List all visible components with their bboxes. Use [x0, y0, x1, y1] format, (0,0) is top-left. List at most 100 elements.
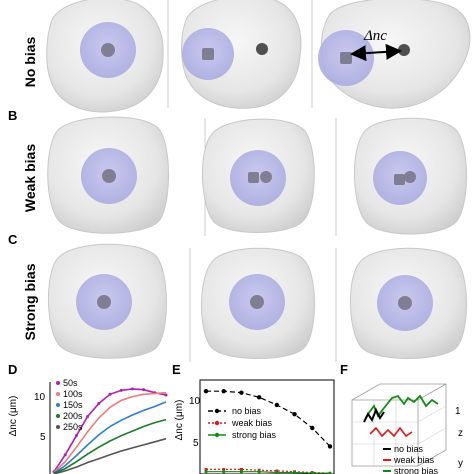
data-point: [257, 468, 261, 472]
data-point: [310, 471, 314, 474]
data-point: [203, 389, 209, 394]
legend-label: 150s: [63, 400, 83, 410]
ytick-d-5: 5: [40, 432, 46, 443]
legend-e: no bias weak bias strong bias: [208, 406, 277, 440]
legend-marker: [214, 408, 220, 414]
panel-letter-c: C: [8, 232, 18, 247]
plot-frame-e: [199, 379, 335, 474]
legend-marker: [214, 432, 220, 438]
legend-label: 200s: [63, 411, 83, 421]
row-label-strong-bias: Strong bias: [22, 263, 38, 340]
data-point: [293, 471, 296, 474]
series-line-strong-bias: [206, 471, 330, 474]
data-point: [275, 469, 279, 473]
legend-label: 50s: [63, 378, 78, 388]
data-point: [142, 388, 146, 392]
row-no-bias: No bias Δnc: [22, 0, 471, 113]
data-point: [327, 444, 333, 449]
ylabel-e: Δnc (μm): [174, 400, 185, 441]
data-point: [97, 401, 101, 405]
ylabel-d: Δnc (μm): [8, 396, 19, 437]
data-point: [74, 434, 78, 438]
series-line-150s: [53, 401, 167, 474]
delta-nc-arrow: [350, 43, 402, 62]
data-point: [257, 470, 261, 474]
legend-label: 250s: [63, 422, 83, 432]
row-label-no-bias: No bias: [22, 37, 38, 88]
legend-marker: [56, 392, 60, 396]
data-point: [292, 412, 297, 417]
zlabel-f: z: [458, 428, 463, 439]
ylabel-f: y: [458, 458, 463, 469]
cell-membrane: [181, 0, 302, 109]
centrosome: [398, 44, 410, 56]
nucleus-center: [398, 296, 412, 310]
legend-label: 100s: [63, 389, 83, 399]
panel-letter-f: F: [340, 362, 348, 377]
series-group-d: [52, 387, 168, 474]
row-strong-bias: C Strong bias: [8, 232, 467, 362]
data-point: [222, 470, 226, 474]
panel-letter-d: D: [8, 362, 17, 377]
data-point: [275, 471, 279, 474]
data-point: [239, 390, 244, 395]
data-point: [328, 471, 332, 474]
series-line-100s: [53, 391, 167, 474]
data-point: [204, 468, 208, 471]
legend-marker: [56, 403, 60, 407]
data-point: [240, 470, 243, 474]
data-point: [86, 415, 90, 418]
legend-label: no bias: [232, 406, 262, 416]
data-point: [256, 395, 262, 400]
data-point: [108, 392, 112, 396]
data-point: [204, 470, 208, 474]
ytick-e-10: 10: [189, 396, 201, 407]
row-label-weak-bias: Weak bias: [22, 144, 38, 212]
series-line-200s: [53, 418, 167, 474]
ytick-e-5: 5: [193, 438, 199, 449]
nucleus-center: [250, 295, 264, 309]
legend-marker: [56, 425, 60, 429]
legend-label: weak bias: [393, 455, 435, 465]
panel-letter-b: B: [8, 108, 17, 123]
delta-nc-label: Δnc: [363, 28, 387, 44]
data-point: [274, 402, 280, 408]
centrosome: [404, 171, 416, 183]
nucleus-center: [202, 48, 214, 60]
data-point: [222, 468, 226, 471]
data-point: [310, 425, 315, 431]
legend-label: strong bias: [232, 430, 277, 440]
data-point: [119, 388, 123, 392]
panel-e: E Δnc (μm) 10 5 no bias weak bias strong b…: [172, 362, 335, 474]
legend-marker: [56, 414, 60, 418]
legend-label: strong bias: [394, 466, 439, 474]
data-point: [221, 389, 226, 394]
legend-label: no bias: [394, 444, 424, 454]
nucleus-center: [101, 43, 115, 57]
series-group-e: [203, 389, 333, 474]
trajectory-no-bias: [363, 407, 385, 423]
legend-label: weak bias: [231, 418, 273, 428]
panel-letter-e: E: [172, 362, 181, 377]
trajectory-weak-bias: [369, 426, 413, 438]
legend-marker: [214, 420, 220, 426]
series-line-weak-bias: [206, 468, 331, 474]
data-point: [63, 453, 67, 457]
legend-marker: [56, 381, 60, 385]
nucleus-center: [394, 174, 405, 185]
centrosome: [260, 171, 272, 183]
series-line-250s: [53, 437, 167, 474]
nucleus-center: [340, 52, 352, 64]
nucleus-center: [248, 172, 259, 183]
centrosome: [256, 43, 268, 55]
data-point: [164, 393, 168, 397]
box-3d-grid: [352, 400, 447, 466]
row-weak-bias: B Weak bias: [8, 108, 467, 236]
nucleus-center: [97, 295, 111, 309]
ztick-f: 1: [455, 406, 461, 417]
data-point: [240, 468, 243, 471]
